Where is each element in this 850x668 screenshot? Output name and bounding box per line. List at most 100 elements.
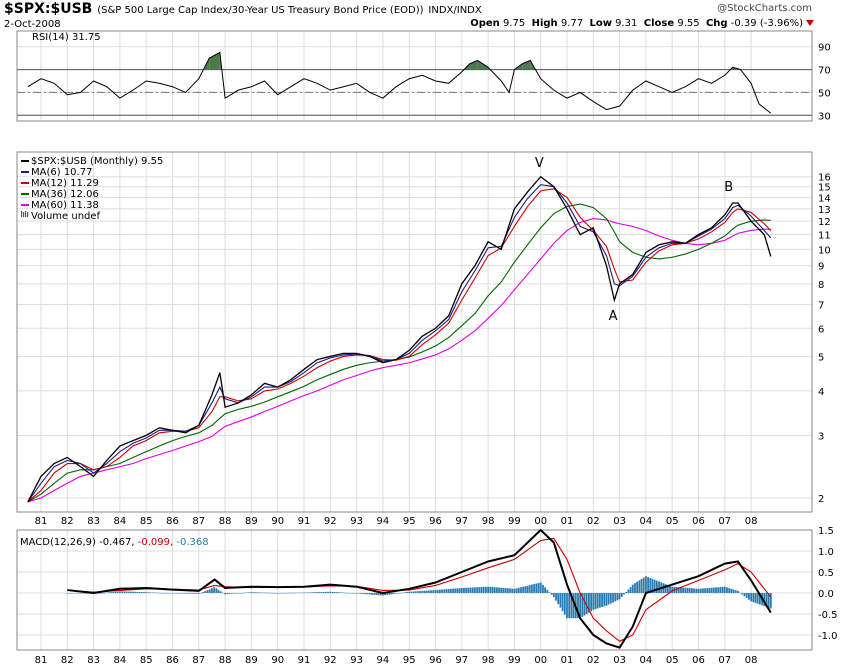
series-line-4: [27, 218, 771, 503]
exchange: INDX/INDX: [428, 5, 482, 16]
macd-hist-bar: [449, 588, 452, 593]
macd-hist-bar: [180, 593, 183, 594]
macd-hist-bar: [500, 587, 503, 593]
macd-hist-bar: [629, 587, 632, 593]
macd-hist-bar: [300, 592, 303, 594]
macd-hist-bar: [360, 593, 362, 594]
year-tick-label: 96: [429, 516, 442, 527]
macd-hist-bar: [213, 587, 216, 593]
legend-swatch: [25, 211, 27, 217]
macd-hist-bar: [83, 593, 86, 594]
macd-hist-bar: [520, 587, 522, 593]
macd-hist-bar: [169, 593, 172, 594]
macd-hist-bar: [712, 587, 715, 593]
open-value: 9.75: [502, 18, 526, 29]
macd-hist-bar: [254, 592, 257, 593]
macd-hist-bar: [454, 588, 457, 593]
macd-hist-bar: [261, 592, 264, 594]
year-tick-label: 85: [140, 655, 153, 666]
macd-hist-bar: [436, 589, 439, 593]
macd-hist-bar: [112, 591, 115, 593]
macd-hist-bar: [353, 593, 356, 594]
macd-hist-bar: [110, 592, 113, 593]
macd-hist-bar: [577, 593, 579, 619]
macd-hist-bar: [447, 589, 450, 593]
macd-hist-bar: [691, 588, 693, 593]
symbol: $SPX:$USB: [4, 1, 93, 17]
macd-hist-bar: [710, 587, 713, 593]
macd-hist-bar: [105, 592, 108, 594]
year-tick-label: 00: [534, 516, 547, 527]
macd-hist-bar: [171, 593, 174, 594]
macd-hist-bar: [640, 579, 643, 593]
year-tick-label: 98: [482, 655, 495, 666]
macd-hist-bar: [480, 587, 483, 593]
macd-hist-bar: [745, 593, 748, 598]
macd-hist-bar: [158, 592, 161, 594]
macd-hist-bar: [585, 593, 588, 614]
macd-hist-bar: [373, 593, 376, 595]
macd-hist-bar: [748, 593, 750, 600]
macd-hist-bar: [178, 593, 180, 594]
macd-hist-bar: [329, 591, 332, 593]
macd-hist-bar: [237, 593, 240, 594]
macd-hist-bar: [417, 591, 419, 593]
macd-hist-bar: [235, 593, 237, 594]
macd-hist-bar: [193, 593, 196, 594]
macd-hist-bar: [463, 587, 465, 593]
macd-hist-bar: [116, 591, 119, 593]
macd-hist-bar: [561, 593, 564, 612]
macd-hist-bar: [191, 593, 194, 594]
chart-title: $SPX:$USB (S&P 500 Large Cap Index/30-Ye…: [4, 1, 482, 17]
price-tick-label: 11: [818, 231, 831, 242]
macd-hist-bar: [200, 592, 202, 594]
high-value: 9.77: [560, 18, 584, 29]
legend-item: $SPX:$USB (Monthly) 9.55: [31, 156, 163, 167]
year-tick-label: 00: [534, 655, 547, 666]
macd-hist-bar: [425, 590, 428, 593]
macd-hist-bar: [460, 587, 463, 593]
price-tick-label: 2: [818, 494, 824, 505]
macd-hist-bar: [377, 593, 380, 596]
year-tick-label: 83: [87, 516, 100, 527]
brand-watermark: @StockCharts.com: [717, 3, 812, 14]
rsi-tick-label: 90: [818, 43, 831, 54]
macd-hist-bar: [362, 593, 365, 594]
annotation-a: A: [609, 309, 618, 324]
macd-hist-bar: [123, 591, 126, 593]
macd-hist-bar: [634, 583, 636, 593]
year-tick-label: 99: [508, 655, 521, 666]
macd-hist-bar: [186, 593, 189, 594]
macd-hist-bar: [478, 587, 481, 593]
macd-hist-bar: [531, 584, 533, 593]
macd-hist-bar: [289, 592, 292, 594]
axes: 8181828283838484858586868787888889899090…: [35, 43, 838, 666]
year-tick-label: 86: [166, 655, 179, 666]
rsi-tick-label: 30: [818, 111, 831, 122]
macd-hist-bar: [318, 592, 321, 593]
macd-hist-bar: [666, 584, 669, 593]
macd-hist-bar: [316, 592, 319, 593]
macd-hist-bar: [723, 586, 726, 593]
rsi-panel: [17, 51, 812, 116]
macd-hist-bar: [368, 593, 371, 595]
year-tick-label: 82: [61, 655, 74, 666]
year-tick-label: 08: [745, 655, 758, 666]
macd-hist-bar: [452, 588, 454, 593]
macd-hist-bar: [763, 593, 766, 607]
macd-hist-bar: [167, 593, 170, 594]
macd-hist-bar: [230, 593, 233, 594]
macd-hist-bar: [232, 593, 235, 594]
macd-hist-bar: [485, 586, 487, 593]
macd-hist-bar: [285, 592, 288, 594]
legend-item: MA(12) 11.29: [31, 178, 99, 189]
rsi-tick-label: 50: [818, 88, 831, 99]
macd-hist-bar: [441, 589, 443, 593]
macd-hist-bar: [721, 586, 724, 593]
macd-hist-bar: [136, 591, 139, 593]
macd-hist-bar: [430, 590, 433, 593]
macd-hist-bar: [129, 591, 132, 593]
year-tick-label: 06: [692, 516, 705, 527]
macd-hist-bar: [767, 593, 770, 608]
macd-hist-bar: [563, 593, 566, 615]
